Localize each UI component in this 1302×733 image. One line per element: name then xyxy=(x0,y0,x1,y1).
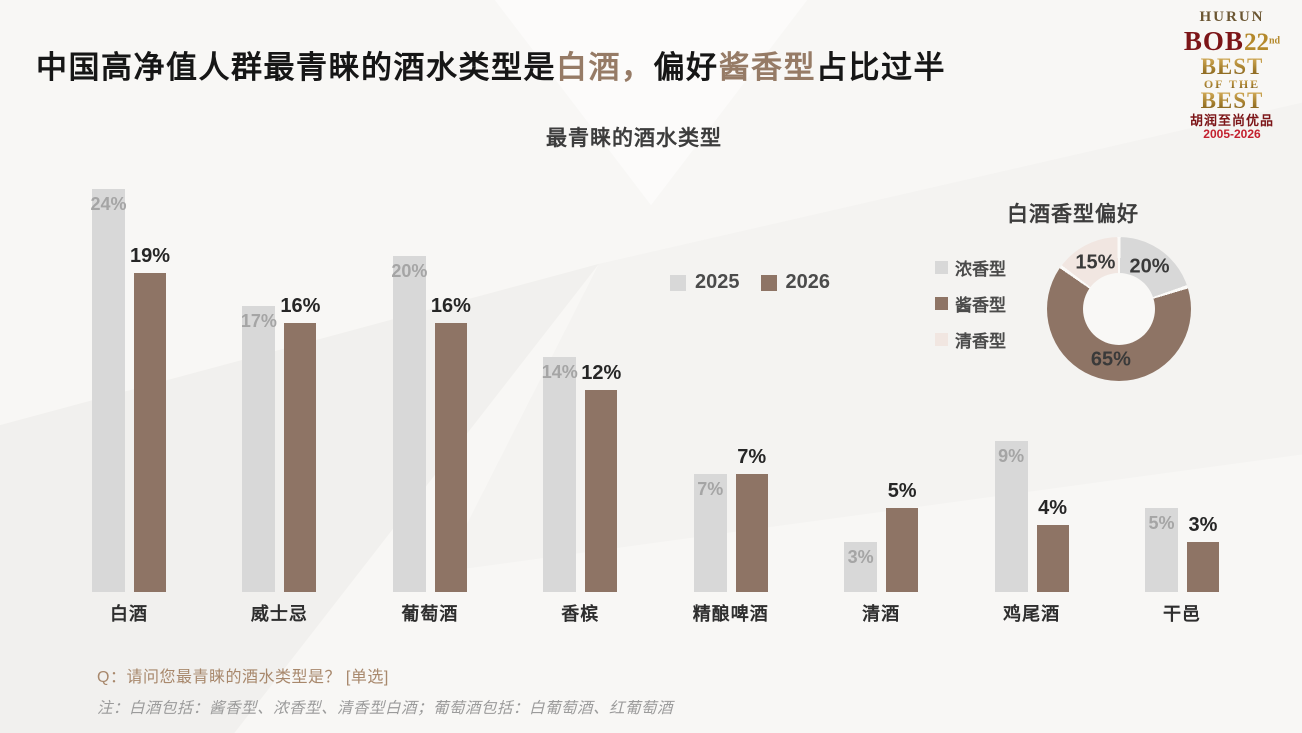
logo-years: 2005-2026 xyxy=(1203,127,1261,142)
logo-brand-text: HURUN xyxy=(1199,9,1265,25)
legend-swatch-2026 xyxy=(760,274,777,291)
title-accent-text: 白酒， xyxy=(556,50,654,85)
page-title: 中国高净值人群最青睐的酒水类型是白酒，偏好酱香型占比过半 xyxy=(36,42,946,87)
donut-legend-item: 酱香型 xyxy=(935,291,1006,316)
legend-swatch-清香型 xyxy=(935,333,948,346)
bar-2025: 7% xyxy=(693,474,727,592)
bar-value-label-2025: 20% xyxy=(391,261,428,281)
logo-best-line3: BEST xyxy=(1174,89,1290,112)
category-label: 精酿啤酒 xyxy=(692,604,769,624)
bar-value-label-2025: 17% xyxy=(240,311,277,332)
title-text: 偏好 xyxy=(653,50,719,85)
survey-question: Q：请问您最青睐的酒水类型是？ [单选] xyxy=(97,669,389,686)
bar-2025: 17% xyxy=(240,306,277,592)
donut-chart: 20% 65% 15% xyxy=(1047,237,1191,381)
bar-2025: 24% xyxy=(90,188,127,592)
legend-label-酱香型: 酱香型 xyxy=(955,296,1006,315)
bar-value-label-2025: 24% xyxy=(90,193,127,214)
bar-2025: 9% xyxy=(994,440,1028,592)
donut-legend-item: 清香型 xyxy=(935,327,1006,352)
bar-value-label-2026: 12% xyxy=(581,362,622,385)
footnote: 注：白酒包括：酱香型、浓香型、清香型白酒；葡萄酒包括：白葡萄酒、红葡萄酒 xyxy=(97,700,674,717)
bar-2026 xyxy=(1036,524,1069,592)
bar-value-label-2026: 4% xyxy=(1038,496,1068,519)
legend-swatch-浓香型 xyxy=(935,261,948,274)
legend-label-2025: 2025 xyxy=(695,271,740,293)
bar-chart-legend: 2025 2026 xyxy=(670,271,830,294)
bar-2025: 20% xyxy=(391,256,428,592)
title-accent-text: 酱香型 xyxy=(718,50,816,85)
bar-value-label-2025: 14% xyxy=(541,361,578,382)
bar-2026 xyxy=(735,474,768,592)
donut-slice-label-酱香型: 65% xyxy=(1090,348,1131,371)
category-label: 鸡尾酒 xyxy=(1003,604,1061,624)
hurun-bob-logo: HURUN BOB22nd BEST OF THE BEST 胡润至尚优品 20… xyxy=(1174,9,1290,142)
category-label: 干邑 xyxy=(1163,604,1201,624)
bar-value-label-2025: 5% xyxy=(1148,513,1175,533)
bar-value-label-2025: 3% xyxy=(847,546,874,567)
bar-2025: 14% xyxy=(541,356,578,592)
title-text: 中国高净值人群最青睐的酒水类型是 xyxy=(36,50,556,85)
legend-label-2026: 2026 xyxy=(785,271,831,293)
donut-chart-title: 白酒香型偏好 xyxy=(1007,203,1139,226)
bar-chart-title: 最青睐的酒水类型 xyxy=(546,127,722,150)
category-label: 白酒 xyxy=(110,604,148,624)
logo-best-line1: BEST xyxy=(1174,55,1290,78)
logo-bob-text: BOB xyxy=(1183,25,1244,56)
legend-label-清香型: 清香型 xyxy=(955,332,1006,351)
bar-2026 xyxy=(134,272,166,592)
bar-2026 xyxy=(284,323,317,592)
bar-value-label-2025: 7% xyxy=(697,479,724,500)
bar-2025: 5% xyxy=(1145,508,1178,592)
legend-swatch-2025 xyxy=(670,274,686,291)
category-label: 香槟 xyxy=(561,604,600,624)
logo-bob-row: BOB22nd xyxy=(1174,27,1290,56)
category-label: 葡萄酒 xyxy=(401,604,459,624)
donut-slice-label-清香型: 15% xyxy=(1075,251,1116,274)
legend-swatch-酱香型 xyxy=(935,297,948,310)
logo-chinese-text: 胡润至尚优品 xyxy=(1189,112,1274,128)
donut-hole xyxy=(1083,273,1155,345)
bar-value-label-2026: 7% xyxy=(737,446,767,469)
category-label: 威士忌 xyxy=(250,604,308,624)
logo-best-line2: OF THE xyxy=(1174,78,1290,90)
bar-value-label-2025: 9% xyxy=(998,445,1025,466)
bar-value-label-2026: 5% xyxy=(887,480,917,502)
donut-slice-label-浓香型: 20% xyxy=(1129,255,1170,278)
donut-chart-legend: 浓香型 酱香型 清香型 xyxy=(935,255,1006,363)
legend-label-浓香型: 浓香型 xyxy=(955,260,1006,279)
bar-value-label-2026: 19% xyxy=(129,244,171,267)
bar-value-label-2026: 16% xyxy=(280,295,321,318)
bar-2026 xyxy=(1187,541,1219,592)
title-text: 占比过半 xyxy=(816,50,946,85)
donut-legend-item: 浓香型 xyxy=(935,255,1006,280)
bar-2025: 3% xyxy=(844,541,878,592)
bar-2026 xyxy=(585,390,618,592)
logo-edition-number: 22 xyxy=(1243,28,1269,56)
logo-edition-suffix: nd xyxy=(1268,35,1281,47)
bar-2026 xyxy=(886,508,919,592)
bar-2026 xyxy=(434,323,467,592)
category-label: 清酒 xyxy=(862,604,901,624)
bar-value-label-2026: 3% xyxy=(1188,513,1218,536)
bar-value-label-2026: 16% xyxy=(430,295,471,318)
